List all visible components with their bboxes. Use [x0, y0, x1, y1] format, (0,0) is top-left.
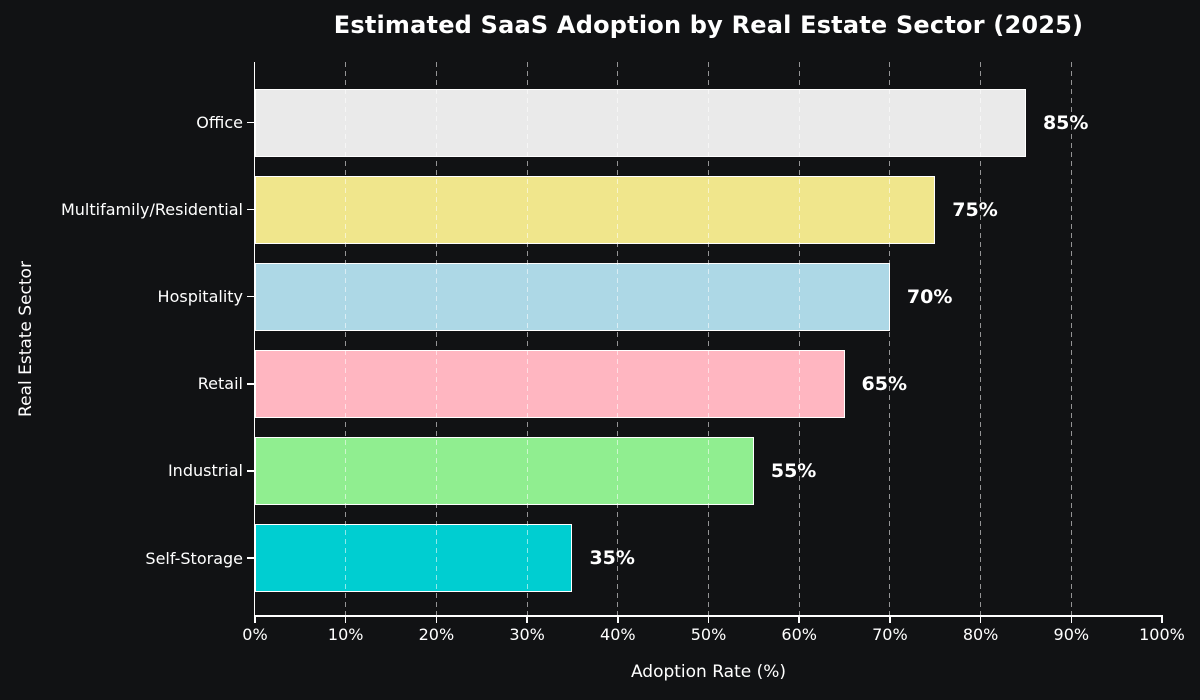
y-tick-hospitality	[246, 295, 254, 298]
x-tick-label-100: 100%	[1139, 625, 1185, 644]
x-tick-90	[1070, 616, 1073, 623]
bar-industrial	[255, 436, 754, 505]
bar-self-storage	[255, 524, 573, 592]
y-tick-label-retail: Retail	[197, 374, 243, 394]
x-tick-30	[526, 616, 528, 623]
gridline-60	[798, 62, 800, 616]
x-tick-50	[707, 616, 710, 623]
x-tick-10	[344, 616, 347, 623]
bar-value-label-multifamily-residential: 75%	[952, 198, 998, 221]
gridline-50	[708, 62, 709, 616]
y-tick-retail	[246, 383, 254, 385]
bar-retail	[255, 349, 845, 418]
chart-title: Estimated SaaS Adoption by Real Estate S…	[333, 11, 1084, 39]
x-tick-60	[798, 616, 800, 623]
bar-value-label-industrial: 55%	[770, 459, 817, 482]
x-tick-0	[254, 616, 256, 623]
bar-value-label-retail: 65%	[861, 372, 908, 395]
gridline-20	[435, 62, 437, 616]
y-tick-label-self-storage: Self-Storage	[145, 548, 243, 568]
x-tick-label-0: 0%	[242, 625, 268, 644]
x-tick-label-80: 80%	[962, 625, 999, 644]
bar-value-label-office: 85%	[1042, 111, 1089, 134]
x-tick-label-70: 70%	[872, 625, 908, 644]
y-tick-label-industrial: Industrial	[167, 461, 243, 481]
bar-hospitality	[255, 262, 890, 331]
y-tick-label-hospitality: Hospitality	[157, 287, 243, 307]
x-tick-100	[1161, 616, 1163, 623]
y-tick-multifamily-residential	[246, 208, 254, 211]
y-tick-label-office: Office	[196, 113, 243, 132]
x-axis-label: Adoption Rate (%)	[630, 662, 787, 682]
bar-value-label-self-storage: 35%	[589, 547, 635, 569]
plot-area: 85% 75% 70% 65% 55% 35%	[255, 62, 1162, 616]
bar-office	[255, 88, 1026, 157]
x-tick-20	[435, 616, 438, 623]
x-tick-40	[617, 616, 619, 623]
y-tick-industrial	[246, 470, 254, 472]
y-axis-line	[253, 62, 255, 616]
x-tick-label-30: 30%	[509, 625, 545, 644]
x-tick-label-20: 20%	[418, 625, 455, 644]
x-tick-label-60: 60%	[781, 625, 817, 644]
x-tick-label-10: 10%	[327, 625, 364, 644]
y-tick-self-storage	[246, 557, 254, 559]
x-tick-label-50: 50%	[690, 625, 727, 644]
y-tick-label-multifamily-residential: Multifamily/Residential	[60, 200, 243, 220]
bar-multifamily-residential	[255, 175, 936, 244]
x-tick-80	[979, 616, 982, 623]
gridline-40	[617, 62, 619, 616]
bar-value-label-hospitality: 70%	[906, 285, 953, 308]
gridline-90	[1070, 62, 1072, 616]
gridline-70	[889, 62, 891, 616]
gridline-80	[980, 62, 982, 616]
x-tick-label-40: 40%	[600, 625, 636, 644]
x-tick-label-90: 90%	[1053, 625, 1090, 644]
y-tick-office	[246, 121, 254, 124]
gridline-30	[526, 62, 528, 616]
x-tick-70	[889, 616, 891, 623]
gridline-10	[345, 62, 347, 616]
